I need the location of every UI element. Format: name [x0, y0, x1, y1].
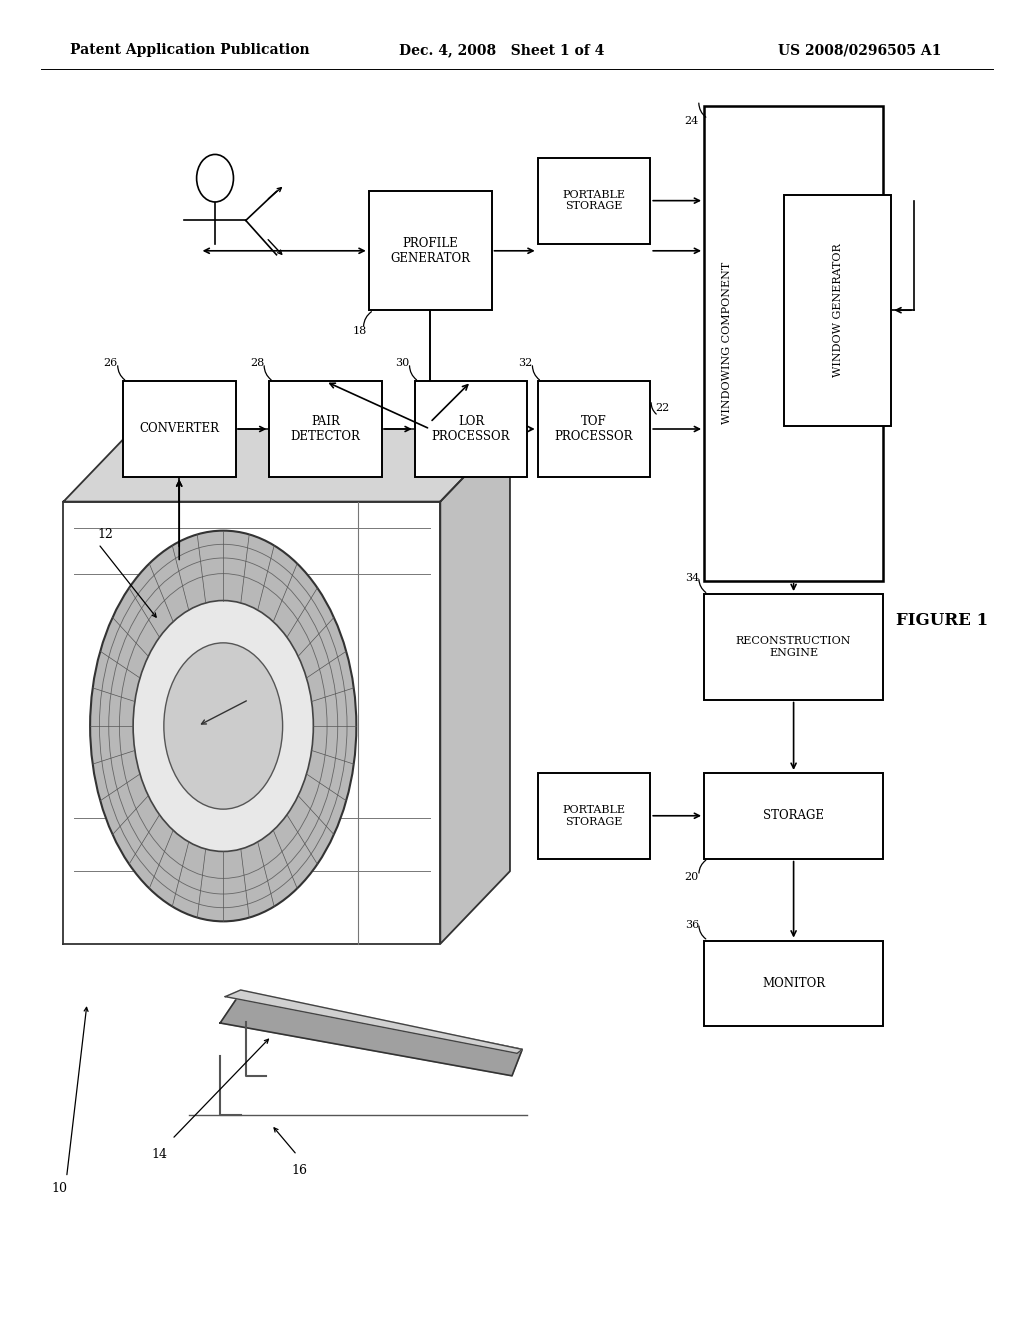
- FancyBboxPatch shape: [705, 772, 883, 858]
- Text: 36: 36: [685, 920, 698, 929]
- Text: 10: 10: [51, 1181, 68, 1195]
- Text: 26: 26: [103, 358, 118, 368]
- Text: 24: 24: [685, 116, 698, 127]
- Text: 22: 22: [655, 403, 670, 413]
- FancyBboxPatch shape: [784, 195, 891, 425]
- FancyBboxPatch shape: [705, 594, 883, 700]
- FancyBboxPatch shape: [369, 191, 492, 310]
- Text: CONVERTER: CONVERTER: [139, 422, 219, 436]
- Text: FIGURE 1: FIGURE 1: [896, 612, 988, 628]
- Ellipse shape: [133, 601, 313, 851]
- Ellipse shape: [90, 531, 356, 921]
- Text: PORTABLE
STORAGE: PORTABLE STORAGE: [562, 190, 626, 211]
- Text: TOF
PROCESSOR: TOF PROCESSOR: [555, 414, 633, 444]
- Text: PORTABLE
STORAGE: PORTABLE STORAGE: [562, 805, 626, 826]
- Text: Dec. 4, 2008   Sheet 1 of 4: Dec. 4, 2008 Sheet 1 of 4: [399, 44, 605, 57]
- Circle shape: [197, 154, 233, 202]
- Text: 14: 14: [152, 1148, 168, 1162]
- Text: 18: 18: [352, 326, 367, 337]
- FancyBboxPatch shape: [269, 381, 382, 477]
- Text: STORAGE: STORAGE: [763, 809, 824, 822]
- Text: 20: 20: [685, 871, 698, 882]
- Text: Patent Application Publication: Patent Application Publication: [70, 44, 309, 57]
- Polygon shape: [225, 990, 522, 1053]
- Text: RECONSTRUCTION
ENGINE: RECONSTRUCTION ENGINE: [736, 636, 851, 657]
- Text: PROFILE
GENERATOR: PROFILE GENERATOR: [390, 236, 470, 265]
- Text: WINDOW GENERATOR: WINDOW GENERATOR: [833, 243, 843, 378]
- FancyBboxPatch shape: [415, 381, 527, 477]
- FancyBboxPatch shape: [705, 940, 883, 1027]
- Text: LOR
PROCESSOR: LOR PROCESSOR: [432, 414, 510, 444]
- Text: 16: 16: [292, 1164, 308, 1177]
- Text: 30: 30: [395, 358, 410, 368]
- FancyBboxPatch shape: [538, 158, 650, 243]
- Polygon shape: [63, 429, 510, 502]
- Text: 32: 32: [518, 358, 532, 368]
- Text: WINDOWING COMPONENT: WINDOWING COMPONENT: [722, 263, 731, 424]
- Text: MONITOR: MONITOR: [762, 977, 825, 990]
- Ellipse shape: [164, 643, 283, 809]
- Polygon shape: [220, 993, 522, 1076]
- FancyBboxPatch shape: [705, 106, 883, 581]
- FancyBboxPatch shape: [538, 381, 650, 477]
- Text: US 2008/0296505 A1: US 2008/0296505 A1: [778, 44, 942, 57]
- Text: 28: 28: [250, 358, 264, 368]
- FancyBboxPatch shape: [123, 381, 236, 477]
- Text: 34: 34: [685, 573, 698, 583]
- Text: 12: 12: [97, 528, 114, 541]
- Text: PAIR
DETECTOR: PAIR DETECTOR: [291, 414, 360, 444]
- FancyBboxPatch shape: [538, 772, 650, 858]
- Polygon shape: [440, 429, 510, 944]
